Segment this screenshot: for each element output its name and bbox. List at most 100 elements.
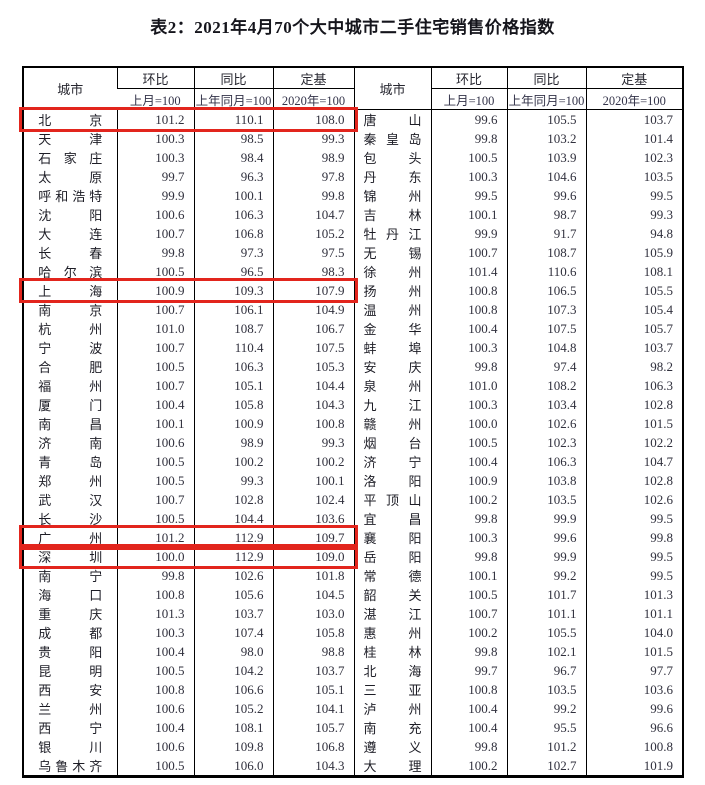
value-cell: 91.7: [506, 224, 586, 243]
value-cell: 103.7: [585, 338, 683, 357]
city-cell: 温州: [353, 300, 431, 319]
value-cell: 101.3: [585, 585, 683, 604]
value-cell: 99.7: [116, 167, 194, 186]
city-cell: 呼和浩特: [38, 189, 103, 204]
city-cell: 哈尔滨: [38, 265, 103, 280]
value-cell: 106.0: [193, 756, 273, 777]
city-cell: 南京: [38, 303, 103, 318]
value-cell: 108.1: [193, 718, 273, 737]
value-cell: 106.3: [585, 376, 683, 395]
city-cell: 天津: [38, 132, 103, 147]
value-cell: 99.6: [430, 109, 507, 129]
value-cell: 99.5: [585, 186, 683, 205]
value-cell: 98.8: [272, 642, 354, 661]
city-cell: 九江: [353, 395, 431, 414]
value-cell: 105.1: [272, 680, 354, 699]
value-cell: 102.4: [272, 490, 354, 509]
value-cell: 100.6: [116, 205, 194, 224]
value-cell: 100.4: [116, 642, 194, 661]
value-cell: 101.0: [430, 376, 507, 395]
value-cell: 100.8: [430, 300, 507, 319]
value-cell: 104.1: [272, 699, 354, 718]
value-cell: 98.0: [193, 642, 273, 661]
header-base-left: 定基: [272, 67, 354, 89]
value-cell: 110.4: [193, 338, 273, 357]
value-cell: 100.5: [116, 756, 194, 777]
data-table: 城市 环比 同比 定基 城市 环比 同比 定基 上月=100 上年同月=100 …: [22, 66, 684, 778]
value-cell: 108.1: [585, 262, 683, 281]
value-cell: 100.4: [116, 718, 194, 737]
value-cell: 99.9: [506, 547, 586, 566]
value-cell: 100.6: [116, 433, 194, 452]
city-cell: 秦皇岛: [353, 129, 431, 148]
value-cell: 104.3: [272, 395, 354, 414]
table-row: 上海 100.9 109.3 107.9 扬州 100.8 106.5 105.5: [23, 281, 683, 300]
table-row: 大连 100.7 106.8 105.2 牡丹江 99.9 91.7 94.8: [23, 224, 683, 243]
city-cell: 金华: [353, 319, 431, 338]
value-cell: 99.3: [272, 129, 354, 148]
value-cell: 106.3: [506, 452, 586, 471]
value-cell: 106.1: [193, 300, 273, 319]
value-cell: 99.5: [585, 547, 683, 566]
table-row: 重庆 101.3 103.7 103.0 湛江 100.7 101.1 101.1: [23, 604, 683, 623]
table-row: 呼和浩特 99.9 100.1 99.8 锦州 99.5 99.6 99.5: [23, 186, 683, 205]
city-cell: 昆明: [38, 664, 103, 679]
header-base-sub-left: 2020年=100: [272, 88, 354, 110]
value-cell: 100.6: [116, 737, 194, 756]
table-row: 长沙 100.5 104.4 103.6 宜昌 99.8 99.9 99.5: [23, 509, 683, 528]
value-cell: 101.7: [506, 585, 586, 604]
value-cell: 109.8: [193, 737, 273, 756]
value-cell: 104.7: [272, 205, 354, 224]
city-cell: 上海: [38, 284, 103, 299]
value-cell: 97.7: [585, 661, 683, 680]
value-cell: 105.8: [272, 623, 354, 642]
value-cell: 110.6: [506, 262, 586, 281]
city-cell: 三亚: [353, 680, 431, 699]
value-cell: 105.7: [585, 319, 683, 338]
value-cell: 96.5: [193, 262, 273, 281]
value-cell: 100.7: [116, 224, 194, 243]
value-cell: 100.7: [430, 243, 507, 262]
city-cell: 丹东: [353, 167, 431, 186]
city-cell: 洛阳: [353, 471, 431, 490]
table-row: 长春 99.8 97.3 97.5 无锡 100.7 108.7 105.9: [23, 243, 683, 262]
value-cell: 103.0: [272, 604, 354, 623]
value-cell: 108.0: [272, 109, 354, 129]
value-cell: 101.2: [506, 737, 586, 756]
table-row: 厦门 100.4 105.8 104.3 九江 100.3 103.4 102.8: [23, 395, 683, 414]
value-cell: 99.3: [272, 433, 354, 452]
header-mom-right: 环比: [430, 67, 507, 89]
value-cell: 99.3: [193, 471, 273, 490]
city-cell: 韶关: [353, 585, 431, 604]
value-cell: 100.3: [430, 395, 507, 414]
value-cell: 106.8: [272, 737, 354, 756]
table-row: 青岛 100.5 100.2 100.2 济宁 100.4 106.3 104.7: [23, 452, 683, 471]
value-cell: 100.8: [116, 585, 194, 604]
city-cell: 长春: [38, 246, 103, 261]
value-cell: 98.9: [272, 148, 354, 167]
city-cell: 蚌埠: [353, 338, 431, 357]
value-cell: 107.9: [272, 281, 354, 300]
value-cell: 100.1: [116, 414, 194, 433]
value-cell: 102.8: [585, 471, 683, 490]
value-cell: 100.8: [116, 680, 194, 699]
value-cell: 100.0: [430, 414, 507, 433]
header-yoy-right: 同比: [506, 67, 586, 89]
value-cell: 102.7: [506, 756, 586, 777]
value-cell: 100.7: [116, 490, 194, 509]
city-cell: 安庆: [353, 357, 431, 376]
value-cell: 102.8: [585, 395, 683, 414]
value-cell: 105.3: [272, 357, 354, 376]
city-cell: 唐山: [353, 109, 431, 129]
table-row: 海口 100.8 105.6 104.5 韶关 100.5 101.7 101.3: [23, 585, 683, 604]
value-cell: 99.8: [116, 566, 194, 585]
value-cell: 102.6: [506, 414, 586, 433]
value-cell: 106.7: [272, 319, 354, 338]
table-row: 天津 100.3 98.5 99.3 秦皇岛 99.8 103.2 101.4: [23, 129, 683, 148]
table-row: 哈尔滨 100.5 96.5 98.3 徐州 101.4 110.6 108.1: [23, 262, 683, 281]
value-cell: 101.4: [430, 262, 507, 281]
table-row: 济南 100.6 98.9 99.3 烟台 100.5 102.3 102.2: [23, 433, 683, 452]
value-cell: 99.9: [506, 509, 586, 528]
city-cell: 沈阳: [38, 208, 103, 223]
